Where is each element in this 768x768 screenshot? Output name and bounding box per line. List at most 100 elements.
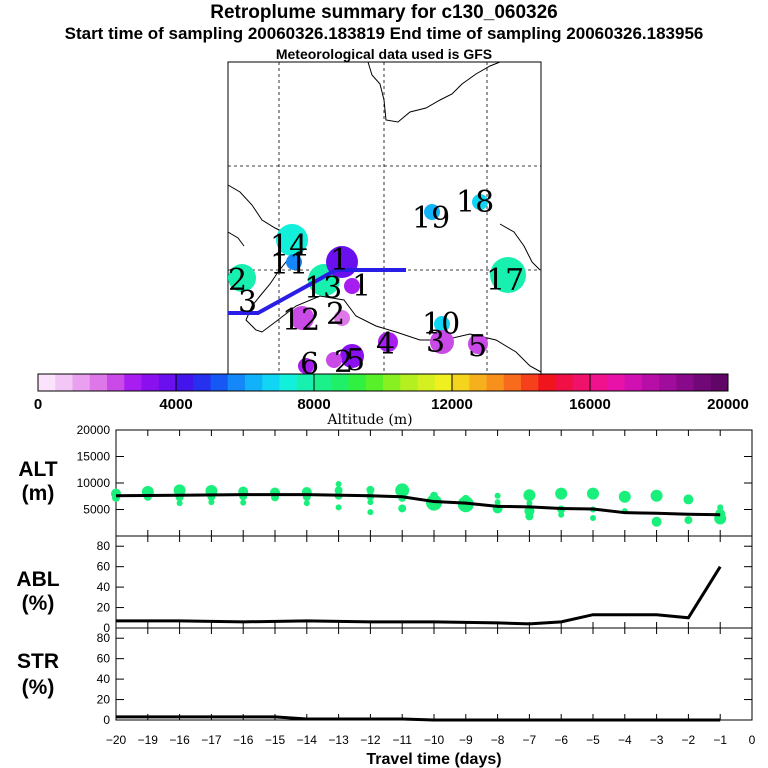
scatter-point [240, 499, 247, 506]
colorbar-cell [55, 374, 73, 391]
x-tick-label: −8 [491, 733, 505, 747]
y-tick-label: 5000 [83, 503, 110, 517]
colorbar-cell [365, 374, 384, 391]
colorbar-cell [710, 374, 729, 391]
scatter-point [651, 516, 662, 527]
map-label: 11 [270, 247, 308, 282]
map-marker [490, 257, 526, 293]
panel-label: (m) [22, 482, 55, 505]
colorbar-label: Altitude (m) [326, 412, 412, 428]
colorbar-tick-label: 12000 [431, 396, 473, 413]
map-marker [472, 194, 488, 210]
x-tick-label: −17 [201, 733, 222, 747]
scatter-point [587, 487, 599, 500]
colorbar-cell [331, 374, 349, 391]
colorbar-cell [469, 374, 487, 391]
scatter-point [367, 499, 374, 506]
scatter-point [650, 489, 663, 502]
colorbar-cell [296, 374, 315, 391]
colorbar-cell [245, 374, 263, 391]
map-marker [378, 332, 398, 352]
map-marker [286, 254, 302, 270]
x-tick-label: −1 [713, 733, 727, 747]
map-frame [227, 61, 542, 376]
y-tick-label: 20 [97, 601, 111, 615]
map-label: 18 [456, 185, 494, 220]
colorbar-cell [659, 374, 677, 391]
map-label: 4 [376, 327, 395, 362]
y-tick-label: 40 [97, 580, 111, 594]
colorbar-cell [383, 374, 401, 391]
colorbar-cell [452, 374, 470, 391]
map-marker [424, 204, 440, 220]
sampling-times: Start time of sampling 20060326.183819 E… [64, 24, 704, 43]
scatter-point [558, 511, 565, 518]
colorbar-cell [141, 374, 160, 391]
map-label: 3 [426, 325, 445, 360]
colorbar-cell [176, 374, 194, 391]
panel-label: STR [17, 650, 59, 673]
x-tick-label: −12 [360, 733, 381, 747]
scatter-point [717, 504, 724, 511]
scatter-point [430, 491, 438, 500]
colorbar-cell [262, 374, 280, 391]
scatter-point [523, 489, 536, 502]
x-tick-label: −15 [265, 733, 286, 747]
scatter-point [684, 516, 693, 525]
flight-track [228, 268, 406, 315]
map-label: 1 [352, 269, 371, 304]
map-marker [434, 316, 450, 332]
x-tick-label: −11 [392, 733, 412, 747]
scatter-point [366, 485, 375, 494]
colorbar-cell [89, 374, 108, 391]
map-marker [344, 278, 360, 294]
panel-frame [115, 627, 753, 721]
colorbar-cell [676, 374, 694, 391]
x-tick-label: −20 [106, 733, 127, 747]
y-tick-label: 60 [97, 652, 111, 666]
map-label: 2 [228, 263, 247, 298]
y-tick-label: 10000 [77, 476, 111, 490]
colorbar-cell [693, 374, 712, 391]
colorbar-cell [641, 374, 660, 391]
panel-abl: 0 20 40 60 80 ABL(%) [16, 535, 753, 635]
panel-label: (%) [22, 676, 55, 699]
series-line [116, 565, 722, 626]
colorbar-tick-label: 4000 [159, 396, 192, 413]
scatter-point [176, 500, 183, 507]
x-tick-label: −3 [650, 733, 664, 747]
colorbar-cell [503, 374, 522, 391]
map-label: 6 [300, 347, 319, 382]
scatter-point [618, 490, 631, 503]
colorbar: 0 4000 8000 12000 16000 20000 Altitude (m) [34, 373, 749, 428]
y-tick-label: 15000 [77, 450, 111, 464]
colorbar-cell [434, 374, 453, 391]
scatter-point [208, 499, 215, 506]
x-tick-label: −5 [586, 733, 600, 747]
x-tick-label: −16 [233, 733, 254, 747]
map-marker [468, 334, 488, 354]
colorbar-cell [193, 374, 211, 391]
y-tick-label: 40 [97, 672, 111, 686]
scatter-point [398, 504, 407, 513]
y-tick-label: 80 [97, 631, 111, 645]
colorbar-cell [279, 374, 298, 391]
scatter-point [335, 504, 342, 511]
colorbar-cell [314, 374, 332, 391]
y-tick-label: 20000 [77, 423, 111, 437]
scatter-point [335, 481, 342, 488]
scatter-point [173, 484, 186, 497]
x-axis-title: Travel time (days) [366, 751, 501, 768]
colorbar-cell [158, 374, 177, 391]
colorbar-cell [38, 374, 56, 391]
colorbar-cell [400, 374, 418, 391]
x-tick-label: −2 [682, 733, 696, 747]
scatter-point [461, 494, 470, 503]
colorbar-cell [521, 374, 539, 391]
colorbar-cell [590, 374, 608, 391]
y-tick-label: 0 [103, 621, 110, 635]
